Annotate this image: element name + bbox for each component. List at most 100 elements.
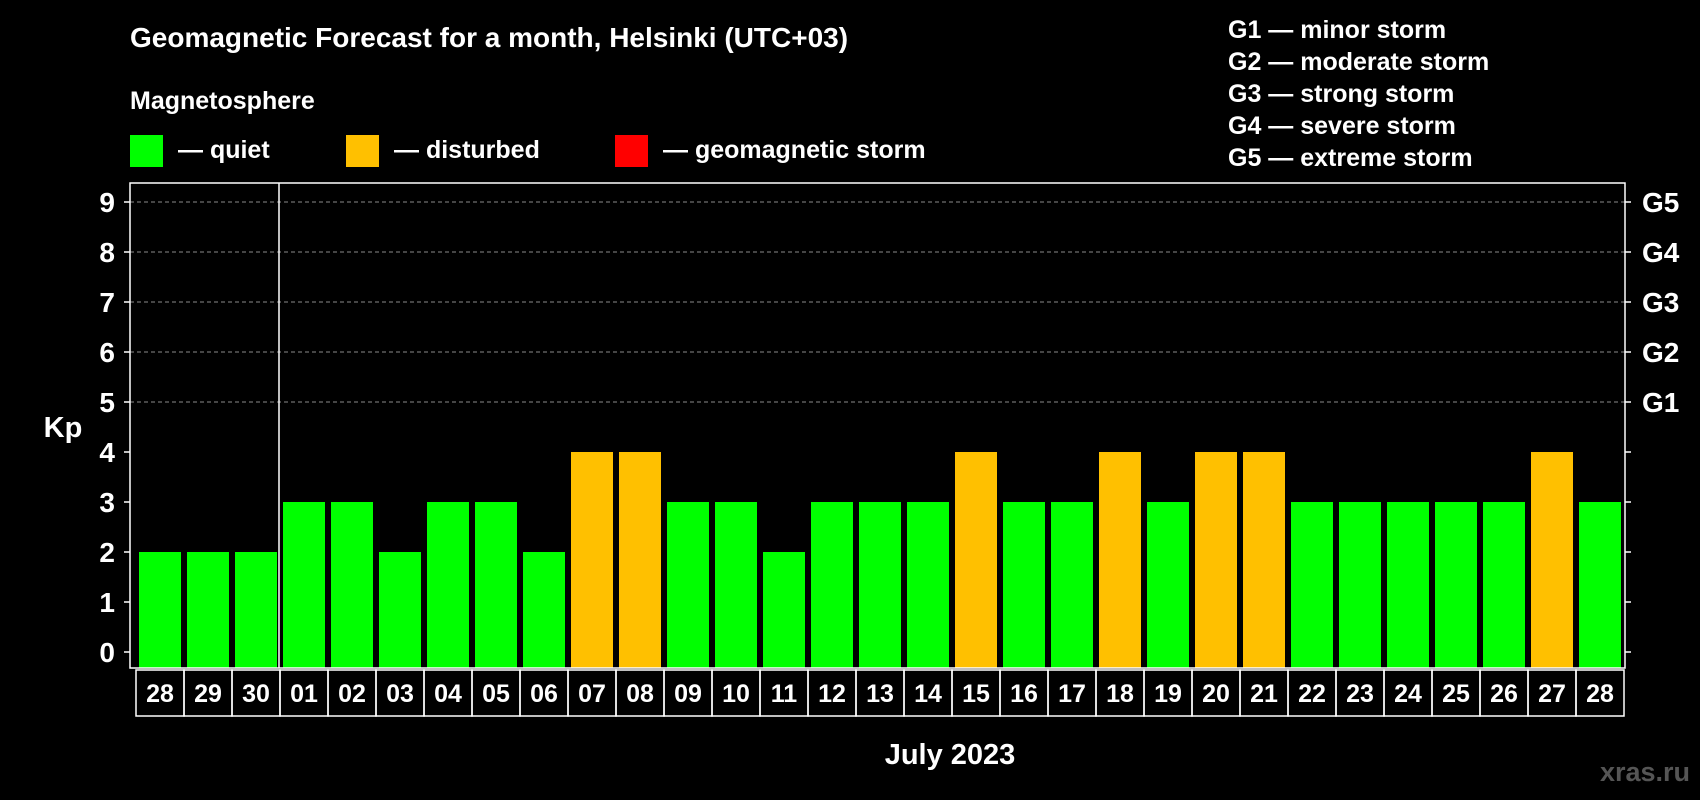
legend: — quiet — disturbed — geomagnetic storm (130, 135, 926, 167)
x-tick-label: 19 (1154, 680, 1182, 708)
x-tick-label: 30 (242, 680, 270, 708)
bar (523, 552, 565, 668)
y-tick-label: 6 (99, 337, 115, 368)
x-tick-label: 17 (1058, 680, 1086, 708)
storm-level-label: G4 (1642, 237, 1680, 268)
bar (907, 502, 949, 668)
legend-swatch-storm (615, 135, 648, 167)
bar (139, 552, 181, 668)
bar (1051, 502, 1093, 668)
y-tick-label: 8 (99, 237, 115, 268)
x-tick-label: 18 (1106, 680, 1134, 708)
y-tick-label: 9 (99, 187, 115, 218)
bar (1387, 502, 1429, 668)
bar (1339, 502, 1381, 668)
storm-scale-item: G5 — extreme storm (1228, 144, 1473, 172)
storm-scale-item: G1 — minor storm (1228, 16, 1446, 44)
bar (763, 552, 805, 668)
legend-label-disturbed: — disturbed (394, 136, 540, 164)
chart-title: Geomagnetic Forecast for a month, Helsin… (130, 22, 848, 53)
storm-scale-item: G2 — moderate storm (1228, 48, 1489, 76)
bar (859, 502, 901, 668)
x-tick-cell (1575, 669, 1625, 717)
legend-swatch-quiet (130, 135, 163, 167)
x-tick-label: 04 (434, 680, 462, 708)
x-tick-label: 22 (1298, 680, 1326, 708)
bar (1531, 452, 1573, 668)
x-tick-label: 11 (771, 680, 798, 708)
bar (1291, 502, 1333, 668)
x-tick-label: 03 (386, 680, 414, 708)
bar (283, 502, 325, 668)
storm-scale-item: G4 — severe storm (1228, 112, 1456, 140)
storm-level-label: G5 (1642, 187, 1679, 218)
bar (715, 502, 757, 668)
legend-swatch-disturbed (346, 135, 379, 167)
bar (1195, 452, 1237, 668)
bars (139, 452, 1621, 668)
x-tick-label: 28 (146, 680, 174, 708)
x-tick-label: 08 (626, 680, 654, 708)
bar (1435, 502, 1477, 668)
x-tick-label: 20 (1202, 680, 1230, 708)
x-tick-label: 13 (866, 680, 894, 708)
storm-level-label: G3 (1642, 287, 1679, 318)
watermark: xras.ru (1600, 757, 1690, 787)
x-tick-label: 16 (1010, 680, 1038, 708)
y-tick-label: 7 (99, 287, 115, 318)
x-tick-label: 21 (1250, 680, 1278, 708)
bar (571, 452, 613, 668)
bar (235, 552, 277, 668)
bar (1579, 502, 1621, 668)
legend-title: Magnetosphere (130, 87, 315, 115)
bar (475, 502, 517, 668)
bar (379, 552, 421, 668)
storm-scale-item: G3 — strong storm (1228, 80, 1454, 108)
x-tick-label: 29 (194, 680, 222, 708)
x-tick-label: 01 (290, 680, 318, 708)
y-axis: 0 1 2 3 4 5 6 7 8 9 (99, 187, 130, 668)
y-tick-label: 2 (99, 537, 115, 568)
bar (811, 502, 853, 668)
bar (955, 452, 997, 668)
x-tick-label: 26 (1490, 680, 1518, 708)
bar (427, 502, 469, 668)
x-tick-label: 12 (818, 680, 846, 708)
bar (619, 452, 661, 668)
bar (1243, 452, 1285, 668)
x-tick-label: 07 (578, 680, 606, 708)
y-tick-label: 5 (99, 387, 115, 418)
legend-label-storm: — geomagnetic storm (663, 136, 926, 164)
x-tick-label: 23 (1346, 680, 1374, 708)
x-tick-label: 27 (1538, 680, 1566, 708)
y-tick-label: 4 (99, 437, 115, 468)
storm-scale-legend: G1 — minor storm G2 — moderate storm G3 — … (1228, 16, 1489, 172)
x-tick-label: 05 (482, 680, 510, 708)
x-tick-label: 24 (1394, 680, 1422, 708)
x-tick-label: 25 (1442, 680, 1470, 708)
y-tick-label: 3 (99, 487, 115, 518)
bar (1099, 452, 1141, 668)
x-tick-label: 02 (338, 680, 366, 708)
y-tick-label: 1 (99, 587, 115, 618)
x-tick-label: 14 (914, 680, 942, 708)
bar (1003, 502, 1045, 668)
y-axis-label: Kp (44, 412, 83, 444)
legend-label-quiet: — quiet (178, 136, 270, 164)
bar (331, 502, 373, 668)
x-tick-label: 28 (1586, 680, 1614, 708)
storm-level-label: G1 (1642, 387, 1679, 418)
bar (1147, 502, 1189, 668)
x-tick-label: 06 (530, 680, 558, 708)
x-axis: 28 29 30 01 02 03 04 05 06 07 08 09 10 11 12 13 14 15 16 17… (135, 669, 1625, 717)
x-tick-label: 10 (722, 680, 750, 708)
storm-level-axis: G1 G2 G3 G4 G5 (1625, 187, 1680, 653)
x-tick-label: 15 (962, 680, 990, 708)
plot-frame (129, 182, 1626, 669)
storm-level-label: G2 (1642, 337, 1679, 368)
y-tick-label: 0 (99, 637, 115, 668)
x-axis-label: July 2023 (885, 739, 1016, 771)
bar (667, 502, 709, 668)
bar (187, 552, 229, 668)
